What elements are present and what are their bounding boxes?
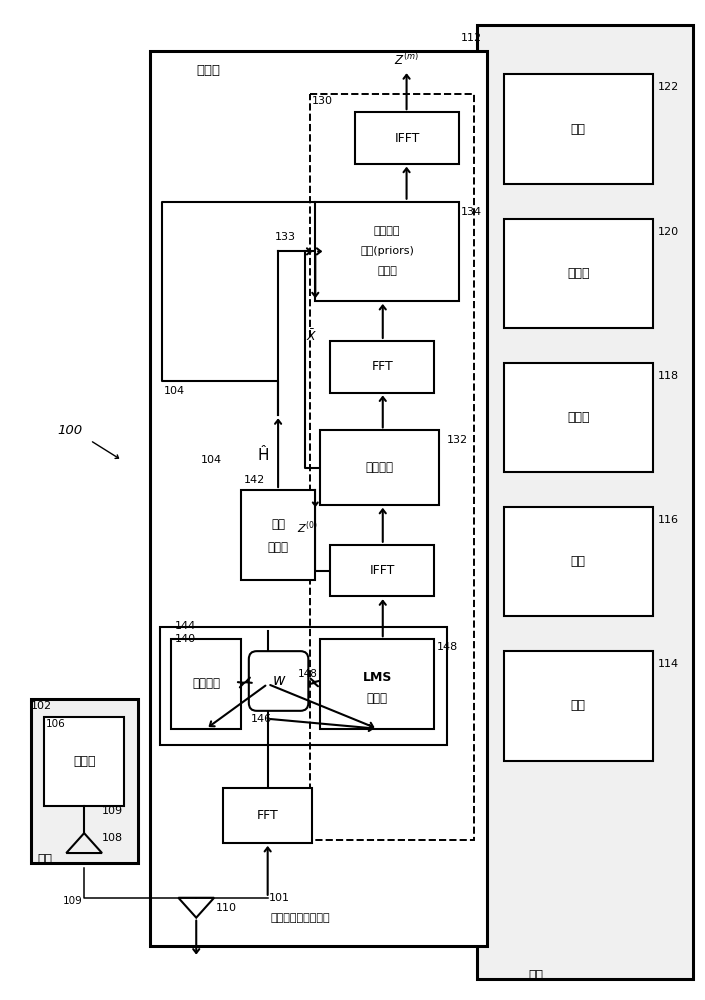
- Bar: [149, 51, 487, 946]
- Bar: [159, 627, 447, 745]
- Bar: [44, 717, 124, 806]
- Bar: [310, 94, 474, 840]
- Text: 134: 134: [461, 207, 482, 217]
- Text: 装置: 装置: [529, 969, 544, 982]
- Text: 140: 140: [174, 634, 195, 644]
- Bar: [504, 363, 653, 472]
- Text: 133: 133: [274, 232, 295, 241]
- Text: 101: 101: [269, 893, 290, 903]
- Text: LMS: LMS: [362, 671, 392, 684]
- Bar: [330, 545, 434, 596]
- Bar: [477, 25, 693, 979]
- Bar: [30, 699, 137, 863]
- Text: 148: 148: [437, 642, 458, 652]
- Text: 122: 122: [658, 82, 679, 92]
- Text: 114: 114: [658, 659, 679, 669]
- Text: Ĥ: Ĥ: [257, 448, 269, 463]
- Bar: [330, 341, 434, 393]
- Text: 132: 132: [447, 435, 468, 445]
- Text: 存储器: 存储器: [567, 267, 589, 280]
- Text: 109: 109: [102, 806, 123, 816]
- Text: 142: 142: [244, 475, 265, 485]
- Text: 输出: 输出: [571, 555, 586, 568]
- Text: 信息(priors): 信息(priors): [360, 246, 414, 256]
- Text: IFFT: IFFT: [394, 132, 419, 145]
- Text: 存储: 存储: [571, 123, 586, 136]
- Text: 输入: 输入: [571, 699, 586, 712]
- Text: 102: 102: [30, 701, 51, 711]
- Text: 使用先验: 使用先验: [374, 227, 400, 236]
- Text: FFT: FFT: [372, 360, 393, 373]
- Bar: [504, 651, 653, 761]
- Text: 估计器: 估计器: [268, 541, 288, 554]
- Text: 发射机: 发射机: [73, 755, 95, 768]
- Text: 装置: 装置: [37, 853, 52, 866]
- Bar: [504, 507, 653, 616]
- Text: 146: 146: [251, 714, 272, 724]
- Text: 108: 108: [102, 833, 123, 843]
- Bar: [315, 202, 459, 301]
- Text: 120: 120: [658, 227, 679, 237]
- Text: 109: 109: [63, 896, 82, 906]
- Bar: [241, 490, 315, 580]
- Text: 软解码器: 软解码器: [366, 461, 394, 474]
- Text: 100: 100: [58, 424, 82, 437]
- Bar: [223, 788, 312, 843]
- Text: FFT: FFT: [257, 809, 278, 822]
- Text: w: w: [272, 673, 285, 688]
- Text: 盲均衡器: 盲均衡器: [192, 677, 220, 690]
- Text: 信道: 信道: [271, 518, 285, 531]
- Bar: [504, 74, 653, 184]
- Text: IFFT: IFFT: [369, 564, 395, 577]
- Text: 148: 148: [298, 669, 317, 679]
- Text: 116: 116: [658, 515, 679, 525]
- Text: 关于之前符号的决策: 关于之前符号的决策: [271, 913, 330, 923]
- Text: 118: 118: [658, 371, 679, 381]
- Text: 106: 106: [45, 719, 65, 729]
- Text: $Z^{(m)}$: $Z^{(m)}$: [394, 53, 419, 68]
- Text: 104: 104: [201, 455, 222, 465]
- Text: $Z^{(0)}$: $Z^{(0)}$: [298, 520, 318, 536]
- Text: $\bar{X}$: $\bar{X}$: [306, 328, 317, 344]
- Text: 均衡器: 均衡器: [367, 692, 388, 705]
- Bar: [504, 219, 653, 328]
- Bar: [171, 639, 241, 729]
- Text: 接收机: 接收机: [196, 64, 220, 77]
- Bar: [320, 430, 439, 505]
- FancyBboxPatch shape: [249, 651, 308, 711]
- Text: 处理器: 处理器: [567, 411, 589, 424]
- Text: 均均衡: 均均衡: [377, 266, 397, 276]
- Bar: [320, 639, 434, 729]
- Text: 110: 110: [216, 903, 237, 913]
- Bar: [355, 112, 459, 164]
- Text: 104: 104: [164, 386, 185, 396]
- Text: 112: 112: [461, 33, 482, 43]
- Text: 130: 130: [312, 96, 333, 106]
- Text: 144: 144: [174, 621, 196, 631]
